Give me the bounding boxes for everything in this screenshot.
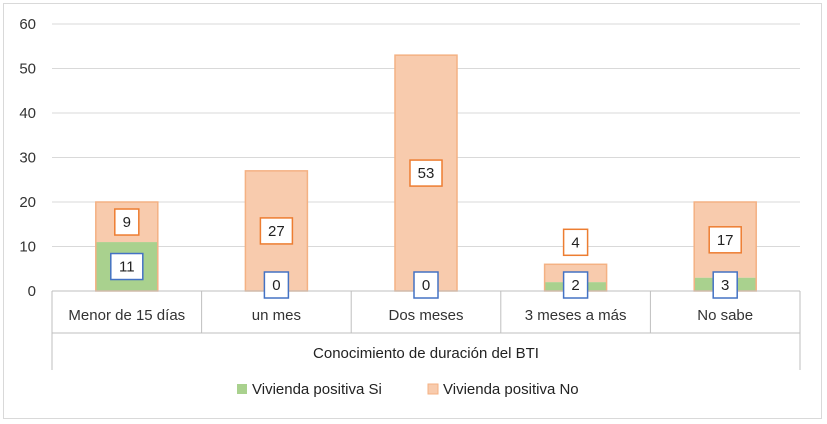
data-label-no-text: 27 bbox=[268, 223, 285, 240]
data-label-si: 3 bbox=[712, 271, 738, 299]
legend-label: Vivienda positiva Si bbox=[252, 381, 382, 398]
x-tick-label: Menor de 15 días bbox=[68, 307, 185, 324]
y-tick-label: 10 bbox=[19, 239, 36, 256]
data-label-no-box bbox=[259, 217, 294, 245]
data-label-si-text: 11 bbox=[119, 259, 135, 276]
y-tick-label: 40 bbox=[19, 105, 36, 122]
x-tick-label: un mes bbox=[252, 307, 301, 324]
legend-swatch bbox=[237, 384, 247, 394]
y-tick-label: 60 bbox=[19, 16, 36, 33]
data-label-si-box bbox=[562, 271, 589, 299]
legend-swatch bbox=[427, 383, 439, 395]
data-label-no: 9 bbox=[114, 208, 140, 236]
y-tick-label: 50 bbox=[19, 61, 36, 78]
legend: Vivienda positiva Si Vivienda positiva No bbox=[237, 381, 579, 398]
data-label-si-box bbox=[110, 252, 144, 281]
legend-item-no: Vivienda positiva No bbox=[427, 381, 579, 398]
data-label-no-box bbox=[114, 208, 140, 236]
legend-label: Vivienda positiva No bbox=[443, 381, 579, 398]
data-label-no-text: 9 bbox=[123, 214, 131, 231]
data-label-si-box bbox=[263, 271, 290, 299]
y-tick-label: 30 bbox=[19, 150, 36, 167]
bars bbox=[95, 54, 757, 292]
data-label-no: 53 bbox=[409, 159, 443, 187]
data-label-no-box bbox=[562, 228, 589, 257]
x-tick-label: Dos meses bbox=[388, 307, 463, 324]
data-labels: 11 9 0 27 0 53 2 4 3 17 bbox=[110, 159, 742, 299]
data-label-no: 17 bbox=[708, 226, 742, 254]
data-label-si-text: 0 bbox=[422, 277, 430, 294]
data-label-no-text: 4 bbox=[571, 234, 579, 251]
data-label-si: 11 bbox=[110, 252, 144, 281]
y-tick-label: 0 bbox=[28, 283, 36, 300]
data-label-si-box bbox=[712, 271, 738, 299]
data-label-si-text: 2 bbox=[571, 277, 579, 294]
data-label-si: 0 bbox=[413, 271, 439, 299]
data-label-no-text: 53 bbox=[418, 165, 435, 182]
data-label-si: 2 bbox=[562, 271, 589, 299]
data-label-si: 0 bbox=[263, 271, 290, 299]
y-tick-label: 20 bbox=[19, 194, 36, 211]
data-label-no: 4 bbox=[562, 228, 589, 257]
data-label-no-text: 17 bbox=[717, 232, 734, 249]
x-axis-title: Conocimiento de duración del BTI bbox=[313, 345, 539, 362]
legend-item-si: Vivienda positiva Si bbox=[237, 381, 382, 398]
data-label-no-box bbox=[708, 226, 742, 254]
data-label-si-text: 3 bbox=[721, 277, 729, 294]
data-label-no: 27 bbox=[259, 217, 294, 245]
data-label-si-box bbox=[413, 271, 439, 299]
x-tick-label: No sabe bbox=[697, 307, 753, 324]
data-label-si-text: 0 bbox=[272, 277, 280, 294]
data-label-no-box bbox=[409, 159, 443, 187]
x-tick-label: 3 meses a más bbox=[525, 307, 627, 324]
